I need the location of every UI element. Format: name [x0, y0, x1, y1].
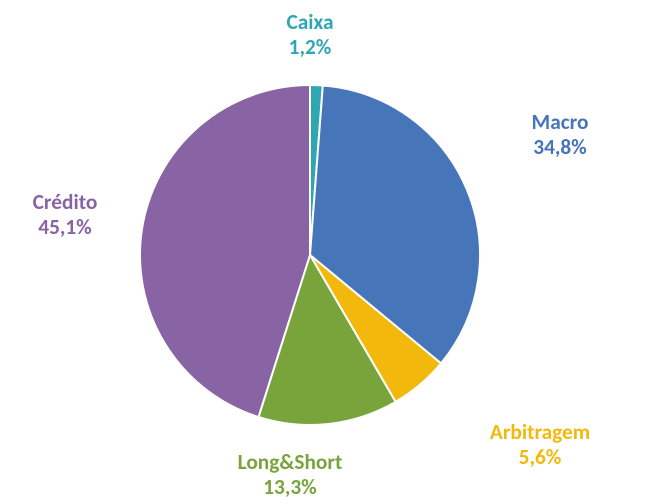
allocation-pie-chart: Caixa 1,2% Macro 34,8% Arbitragem 5,6% L… — [0, 0, 654, 504]
slice-name-arbitragem: Arbitragem — [490, 420, 590, 445]
slice-label-arbitragem: Arbitragem 5,6% — [490, 420, 590, 469]
slice-label-longshort: Long&Short 13,3% — [238, 450, 343, 499]
slice-name-macro: Macro — [532, 110, 589, 135]
slice-value-credito: 45,1% — [33, 215, 98, 240]
pie-slices — [140, 85, 480, 425]
slice-value-macro: 34,8% — [532, 135, 589, 160]
slice-label-macro: Macro 34,8% — [532, 110, 589, 159]
slice-value-caixa: 1,2% — [286, 35, 333, 60]
slice-name-caixa: Caixa — [286, 10, 333, 35]
slice-name-longshort: Long&Short — [238, 450, 343, 475]
slice-label-credito: Crédito 45,1% — [33, 190, 98, 239]
slice-value-arbitragem: 5,6% — [490, 445, 590, 470]
slice-value-longshort: 13,3% — [238, 475, 343, 500]
slice-label-caixa: Caixa 1,2% — [286, 10, 333, 59]
slice-name-credito: Crédito — [33, 190, 98, 215]
